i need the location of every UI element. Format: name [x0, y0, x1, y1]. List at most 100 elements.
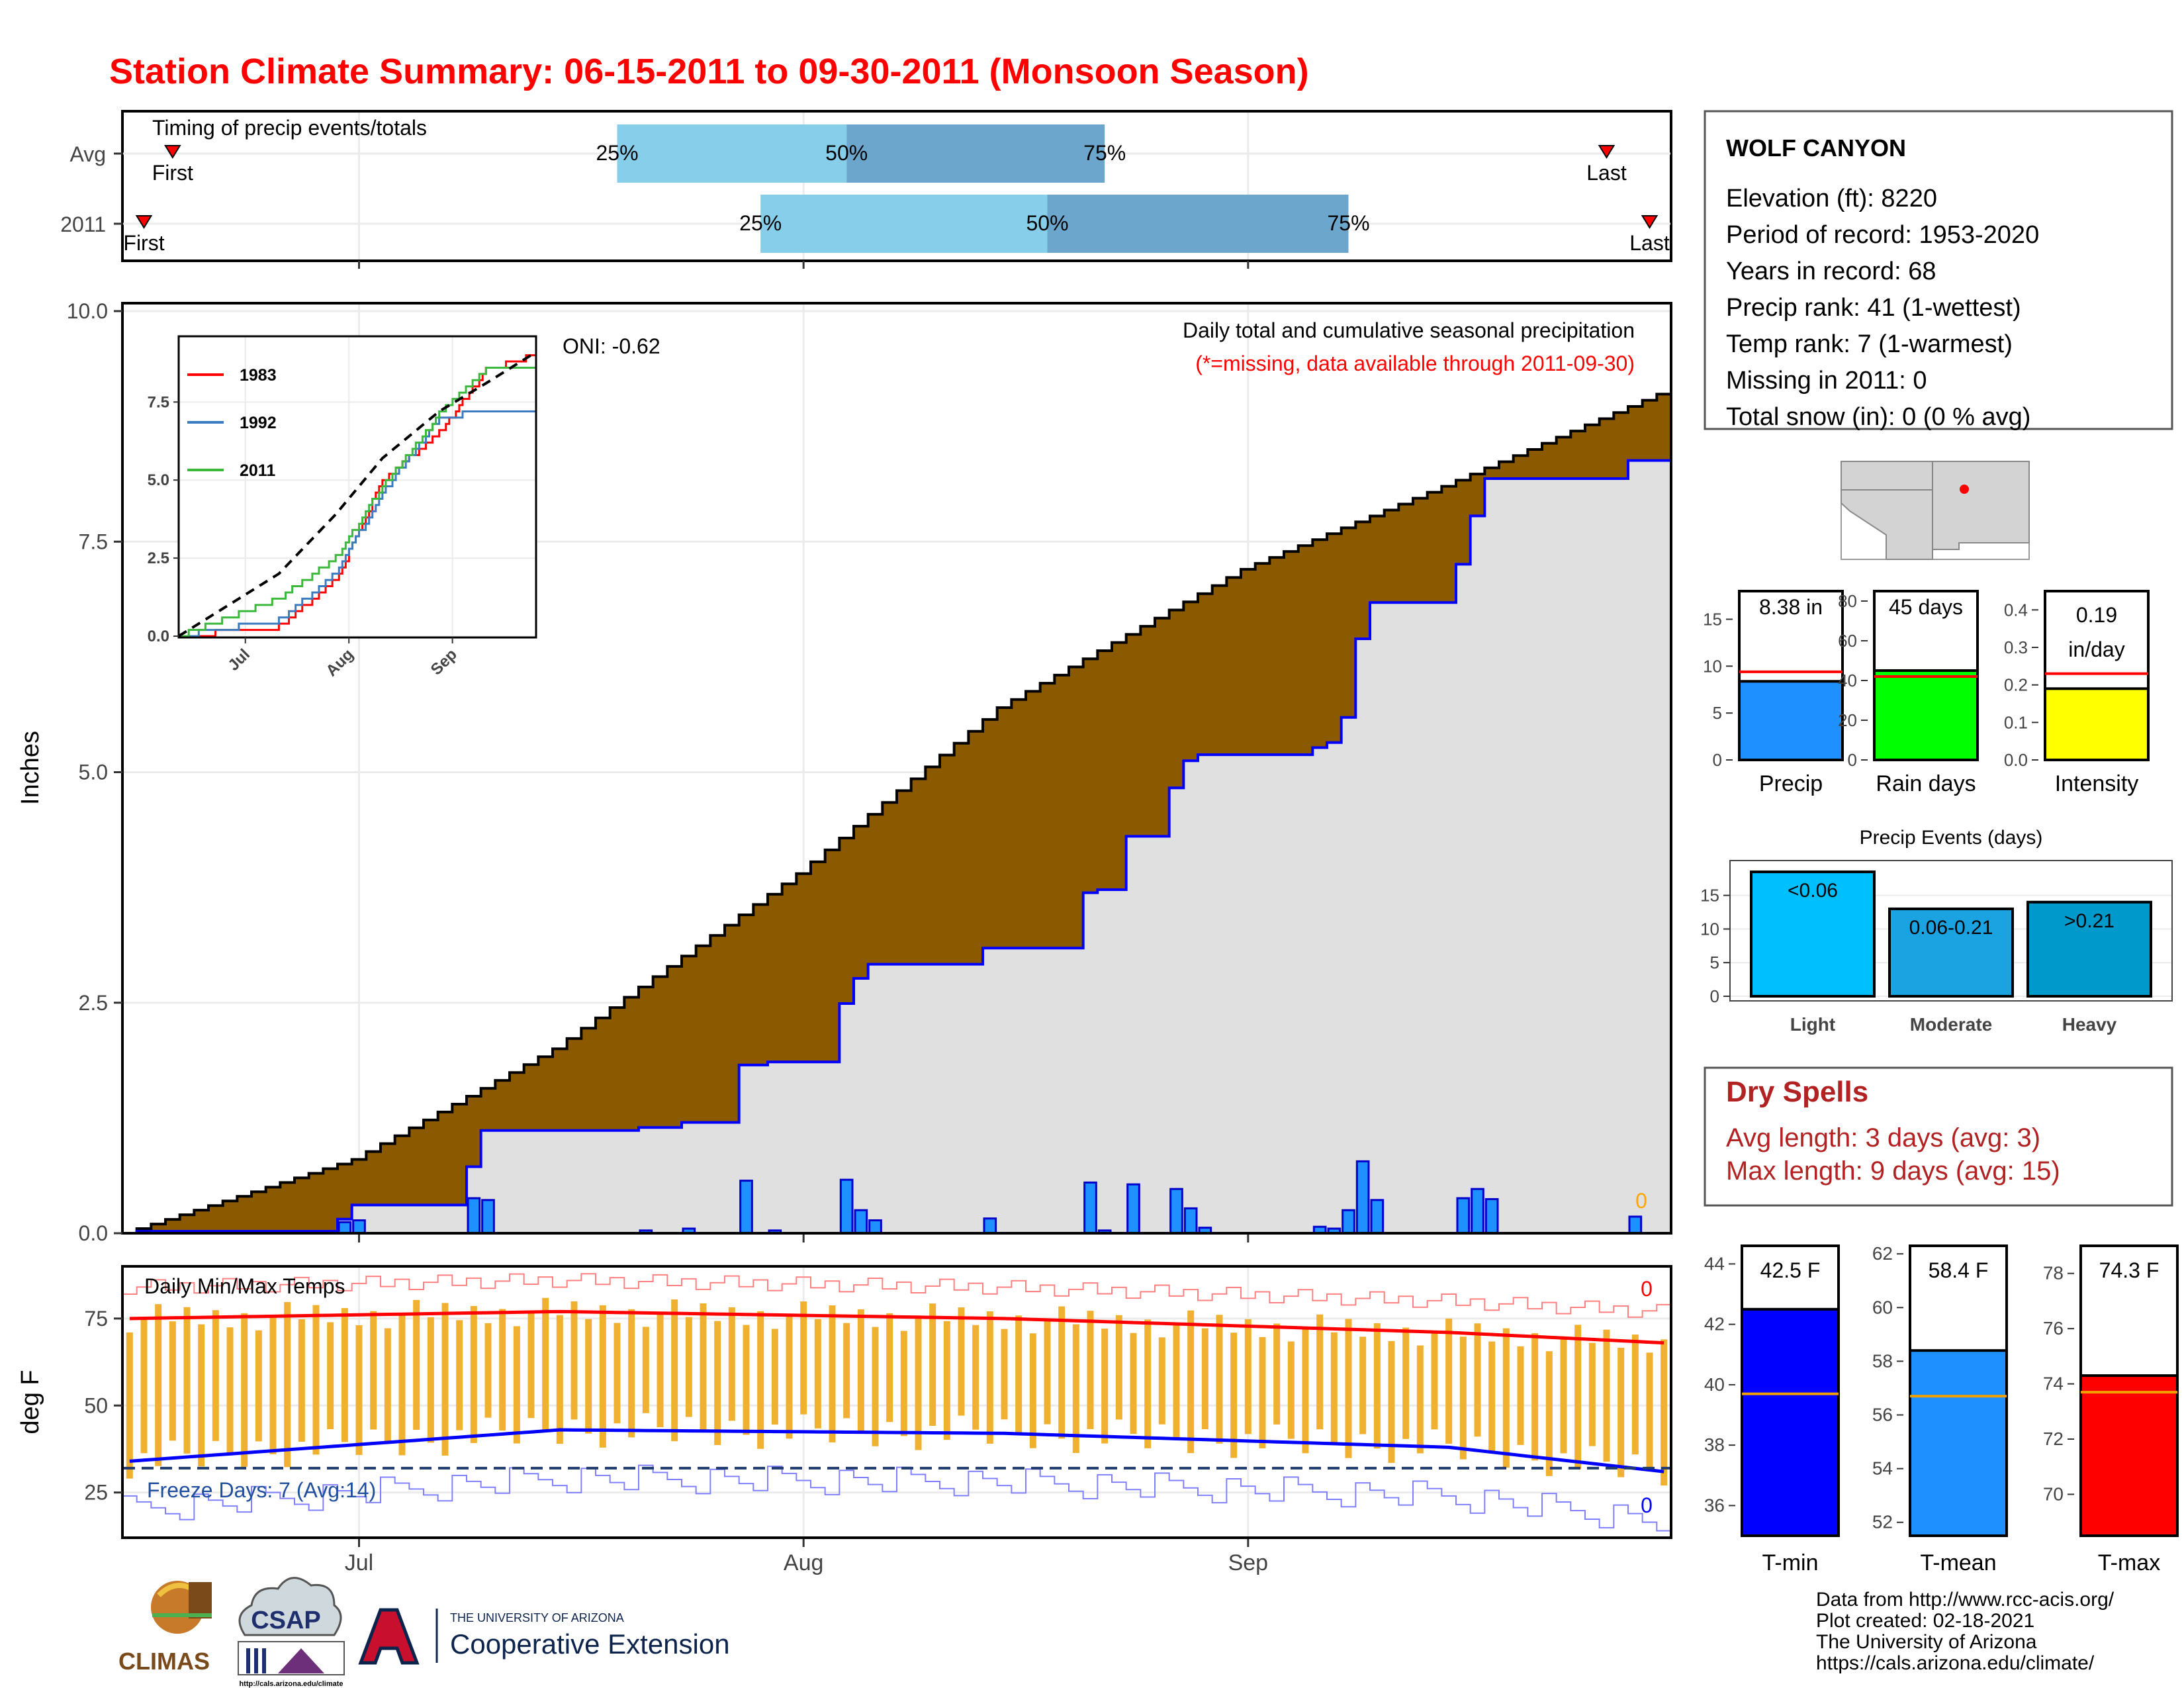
precip-deficit-area	[122, 394, 1671, 1233]
station-elevation: Elevation (ft): 8220	[1726, 185, 1937, 212]
daily-temp-range-bar	[484, 1323, 492, 1418]
temp-bar-label: T-min	[1762, 1550, 1819, 1575]
summary-bar-label: Intensity	[2055, 771, 2139, 796]
dry-spells-title: Dry Spells	[1726, 1076, 1868, 1108]
temp-bar-y-tick-label: 58	[1872, 1350, 1893, 1371]
timing-rows: 25% 50% 75% First Last 25% 50% 75% First Last	[123, 124, 1670, 255]
timing-bar-q50-q75	[846, 124, 1105, 183]
daily-temp-range-bar	[384, 1328, 391, 1442]
footer-line-1: Data from http://www.rcc-acis.org/	[1816, 1589, 2115, 1611]
daily-temp-range-bar	[1216, 1315, 1223, 1444]
daily-temp-range-bar	[1072, 1324, 1079, 1453]
station-years: Years in record: 68	[1726, 258, 1936, 285]
summary-value-text: 0.19	[2076, 603, 2117, 627]
daily-precip-bar	[1342, 1209, 1355, 1235]
daily-temp-range-bar	[1560, 1338, 1567, 1454]
mini-y-tick-label-intensity: 0.2	[2004, 675, 2028, 695]
page-title: Station Climate Summary: 06-15-2011 to 0…	[109, 52, 1309, 91]
climas-logo: CLIMAS	[118, 1581, 212, 1675]
daily-temp-range-bar	[527, 1312, 535, 1419]
daily-temp-range-bar	[212, 1310, 219, 1441]
timing-row-avg-label: Avg	[69, 142, 106, 166]
temp-summary-bars: 36 38 40 42 44 42.5 F T-min 52 54 56 58 60 62 58.4 F T…	[1704, 1243, 2179, 1575]
daily-temp-range-bar	[255, 1330, 262, 1442]
inset-y-tick-label: 2.5	[148, 549, 169, 567]
daily-temp-range-bar	[1359, 1336, 1367, 1434]
temp-bar-t-mean: 52 54 56 58 60 62 58.4 F T-mean	[1872, 1243, 2008, 1575]
daily-temp-range-bar	[1302, 1328, 1309, 1454]
daily-temp-range-bar	[1130, 1333, 1137, 1434]
timing-label: Timing of precip events/totals	[152, 116, 427, 140]
summary-value-text: 8.38 in	[1759, 595, 1823, 619]
daily-temp-range-bar	[1631, 1335, 1639, 1455]
daily-temp-range-bar	[886, 1313, 893, 1423]
main-y-tick-label: 0.0	[79, 1221, 108, 1245]
daily-temp-range-bar	[1416, 1345, 1424, 1454]
temp-y-label: deg F	[17, 1370, 44, 1434]
daily-temp-range-bar	[155, 1304, 162, 1466]
mini-value-bar-precip	[1738, 680, 1844, 761]
daily-precip-bar	[983, 1217, 997, 1235]
daily-precip-bar	[1471, 1188, 1484, 1235]
daily-precip-bar	[1355, 1160, 1370, 1235]
daily-temp-range-bar	[298, 1319, 305, 1442]
dry-spells-avg: Avg length: 3 days (avg: 3)	[1726, 1123, 2040, 1152]
temp-bar-y-tick-label: 60	[1872, 1297, 1893, 1317]
temp-top-zero: 0	[1641, 1277, 1653, 1301]
daily-precip-bar	[338, 1221, 352, 1235]
climas-logo-text: CLIMAS	[118, 1648, 210, 1675]
daily-temp-range-bar	[843, 1323, 850, 1419]
summary-bar-precip: 0 5 10 15 8.38 in Precip	[1703, 590, 1849, 796]
daily-precip-bar	[1183, 1207, 1198, 1235]
daily-temp-range-bar	[1574, 1325, 1582, 1469]
daily-precip-bar	[1126, 1183, 1140, 1235]
inset-y-tick-label: 7.5	[148, 393, 169, 411]
temp-panel: 25 50 75 Jul Aug Sep deg F Daily Min/Max Tem…	[17, 1265, 1672, 1575]
temp-bar-y-tick-label: 70	[2043, 1483, 2064, 1504]
daily-temp-range-bar	[441, 1303, 449, 1456]
daily-temp-range-bar	[470, 1305, 477, 1444]
summary-bar-intensity: 0.0 0.1 0.2 0.3 0.4 0.19 in/day Intensity	[2004, 590, 2155, 796]
first-event-label: First	[152, 161, 193, 185]
daily-temp-range-bar	[327, 1322, 334, 1429]
daily-temp-range-bar	[370, 1311, 377, 1430]
mini-value-bar-intensity	[2044, 687, 2150, 762]
mini-y-tick-label-rain-days: 60	[1838, 631, 1857, 651]
daily-temp-range-bar	[183, 1307, 191, 1454]
inset-plot	[177, 351, 537, 637]
daily-temp-range-bar	[1373, 1323, 1381, 1449]
daily-precip-bar	[1628, 1215, 1643, 1235]
daily-temp-range-bar	[456, 1320, 463, 1430]
daily-temp-range-bar	[1201, 1328, 1208, 1430]
daily-temp-range-bar	[585, 1319, 592, 1434]
mini-y-tick-label-intensity: 0.0	[2004, 750, 2028, 770]
footer-line-4: https://cals.arizona.edu/climate/	[1816, 1652, 2095, 1674]
temp-bar-value-text: 74.3 F	[2099, 1258, 2160, 1282]
last-event-marker	[1641, 215, 1659, 229]
mini-y-tick-label-rain-days: 80	[1838, 591, 1857, 611]
dry-spells-max: Max length: 9 days (avg: 15)	[1726, 1156, 2060, 1186]
main-y-tick-label: 7.5	[79, 530, 108, 553]
daily-temp-range-bar	[542, 1297, 549, 1431]
summary-bar-label: Rain days	[1876, 771, 1976, 796]
daily-temp-range-bar	[1259, 1336, 1266, 1449]
temp-plot	[122, 1273, 1671, 1532]
daily-precip-bar	[467, 1197, 481, 1235]
daily-temp-range-bar	[1661, 1339, 1668, 1486]
main-y-tick-label: 5.0	[79, 761, 108, 784]
daily-temp-range-bar	[198, 1324, 205, 1467]
events-bar-text: >0.21	[2064, 910, 2115, 932]
daily-temp-range-bar	[1316, 1314, 1324, 1430]
events-x-label: Light	[1790, 1014, 1835, 1035]
locator-map	[1841, 461, 2030, 560]
csap-logo-text: CSAP	[251, 1607, 321, 1634]
summary-value-text: 45 days	[1889, 595, 1963, 619]
inset-line-1992	[179, 410, 536, 637]
timing-row-2011-label: 2011	[60, 212, 106, 236]
temp-bar-t-min: 36 38 40 42 44 42.5 F T-min	[1704, 1244, 1840, 1575]
timing-label-25: 25%	[739, 211, 782, 235]
daily-temp-range-bar	[1474, 1323, 1481, 1437]
temp-bar-value	[1909, 1349, 2008, 1537]
csap-url: http://cals.arizona.edu/climate	[239, 1680, 343, 1688]
daily-temp-range-bar	[614, 1323, 621, 1424]
